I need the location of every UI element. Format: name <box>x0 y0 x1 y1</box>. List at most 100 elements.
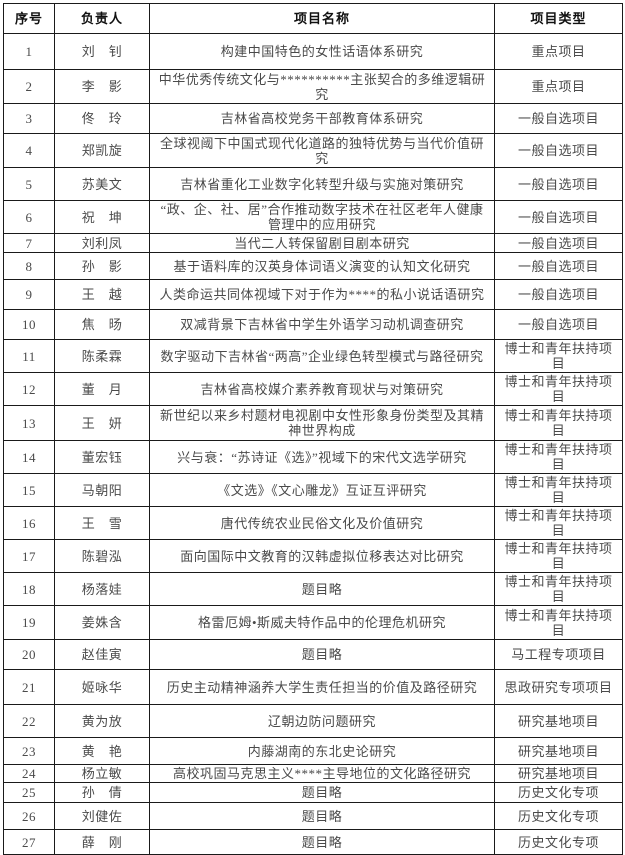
project-title-cell: 题目略 <box>149 782 495 803</box>
leader-cell: 孙 影 <box>54 252 150 280</box>
table-row: 5 苏美文 吉林省重化工业数字化转型升级与实施对策研究 一般自选项目 <box>3 167 623 201</box>
project-title-cell: 格雷厄姆•斯威夫特作品中的伦理危机研究 <box>149 605 495 640</box>
row-number-cell: 12 <box>3 372 55 406</box>
row-number-cell: 22 <box>3 704 55 738</box>
project-title-cell: 新世纪以来乡村题材电视剧中女性形象身份类型及其精神世界构成 <box>149 405 495 441</box>
project-type-cell: 马工程专项项目 <box>494 639 623 670</box>
project-type-cell: 博士和青年扶持项目 <box>494 473 623 507</box>
row-number-cell: 10 <box>3 309 55 340</box>
table-row: 10 焦 旸双减背景下吉林省中学生外语学习动机调查研究 一般自选项目 <box>3 309 623 340</box>
leader-cell: 杨落娃 <box>54 572 150 606</box>
project-title-cell: “政、企、社、居”合作推动数字技术在社区老年人健康管理中的应用研究 <box>149 200 495 234</box>
column-header-project-type: 项目类型 <box>494 3 623 34</box>
row-number-cell: 15 <box>3 473 55 507</box>
project-title-cell: 面向国际中文教育的汉韩虚拟位移表达对比研究 <box>149 539 495 573</box>
project-title-cell: 当代二人转保留剧目剧本研究 <box>149 233 495 253</box>
leader-cell: 赵佳寅 <box>54 639 150 670</box>
leader-cell: 祝 坤 <box>54 200 150 234</box>
project-title-cell: 唐代传统农业民俗文化及价值研究 <box>149 506 495 540</box>
project-type-cell: 博士和青年扶持项目 <box>494 539 623 573</box>
row-number-cell: 25 <box>3 782 55 803</box>
project-type-cell: 历史文化专项 <box>494 829 623 855</box>
table-row: 13 王 妍新世纪以来乡村题材电视剧中女性形象身份类型及其精神世界构成 博士和青年扶… <box>3 405 623 441</box>
leader-cell: 王 妍 <box>54 405 150 441</box>
project-title-cell: 历史主动精神涵养大学生责任担当的价值及路径研究 <box>149 669 495 705</box>
project-title-cell: 内藤湖南的东北史论研究 <box>149 737 495 765</box>
table-row: 21 姬咏华 历史主动精神涵养大学生责任担当的价值及路径研究 思政研究专项项目 <box>3 669 623 705</box>
row-number-cell: 11 <box>3 339 55 373</box>
project-type-cell: 研究基地项目 <box>494 704 623 738</box>
project-type-cell: 历史文化专项 <box>494 782 623 803</box>
leader-cell: 佟 玲 <box>54 103 150 134</box>
project-type-cell: 一般自选项目 <box>494 309 623 340</box>
leader-cell: 薛 刚 <box>54 829 150 855</box>
leader-cell: 刘利凤 <box>54 233 150 253</box>
leader-cell: 董宏钰 <box>54 440 150 474</box>
table-row: 18 杨落娃 题目略 博士和青年扶持项目 <box>3 572 623 606</box>
project-title-cell: 题目略 <box>149 639 495 670</box>
table-header-row: 序号 负责人 项目名称 项目类型 <box>3 3 623 34</box>
table-row: 26 刘健佐 题目略 历史文化专项 <box>3 802 623 830</box>
table-row: 27 薛 刚题目略 历史文化专项 <box>3 829 623 855</box>
row-number-cell: 5 <box>3 167 55 201</box>
row-number-cell: 8 <box>3 252 55 280</box>
leader-cell: 刘 钊 <box>54 33 150 70</box>
leader-cell: 杨立敏 <box>54 764 150 783</box>
project-type-cell: 重点项目 <box>494 69 623 104</box>
table-row: 12 董 月吉林省高校媒介素养教育现状与对策研究 博士和青年扶持项目 <box>3 372 623 406</box>
project-type-cell: 博士和青年扶持项目 <box>494 605 623 640</box>
project-type-cell: 一般自选项目 <box>494 233 623 253</box>
column-header-number: 序号 <box>3 3 55 34</box>
project-title-cell: 人类命运共同体视域下对于作为****的私小说话语研究 <box>149 279 495 310</box>
leader-cell: 马朝阳 <box>54 473 150 507</box>
table-row: 24 杨立敏 高校巩固马克思主义****主导地位的文化路径研究 研究基地项目 <box>3 764 623 783</box>
project-title-cell: 全球视阈下中国式现代化道路的独特优势与当代价值研究 <box>149 133 495 168</box>
leader-cell: 姬咏华 <box>54 669 150 705</box>
project-title-cell: 辽朝边防问题研究 <box>149 704 495 738</box>
table-row: 11 陈柔霖 数字驱动下吉林省“两高”企业绿色转型模式与路径研究 博士和青年扶持项目 <box>3 339 623 373</box>
row-number-cell: 26 <box>3 802 55 830</box>
project-type-cell: 思政研究专项项目 <box>494 669 623 705</box>
project-type-cell: 博士和青年扶持项目 <box>494 506 623 540</box>
table-row: 15 马朝阳 《文选》《文心雕龙》互证互评研究 博士和青年扶持项目 <box>3 473 623 507</box>
project-type-cell: 一般自选项目 <box>494 252 623 280</box>
row-number-cell: 21 <box>3 669 55 705</box>
row-number-cell: 3 <box>3 103 55 134</box>
row-number-cell: 9 <box>3 279 55 310</box>
leader-cell: 李 影 <box>54 69 150 104</box>
project-title-cell: 兴与衰：“苏诗证《选》”视域下的宋代文选学研究 <box>149 440 495 474</box>
project-title-cell: 高校巩固马克思主义****主导地位的文化路径研究 <box>149 764 495 783</box>
project-type-cell: 一般自选项目 <box>494 200 623 234</box>
project-title-cell: 吉林省高校党务干部教育体系研究 <box>149 103 495 134</box>
project-type-cell: 研究基地项目 <box>494 764 623 783</box>
project-type-cell: 一般自选项目 <box>494 167 623 201</box>
project-title-cell: 题目略 <box>149 802 495 830</box>
project-type-cell: 博士和青年扶持项目 <box>494 372 623 406</box>
column-header-leader: 负责人 <box>54 3 150 34</box>
row-number-cell: 18 <box>3 572 55 606</box>
project-title-cell: 吉林省重化工业数字化转型升级与实施对策研究 <box>149 167 495 201</box>
table-row: 17 陈碧泓 面向国际中文教育的汉韩虚拟位移表达对比研究 博士和青年扶持项目 <box>3 539 623 573</box>
table-row: 20 赵佳寅 题目略 马工程专项项目 <box>3 639 623 670</box>
row-number-cell: 7 <box>3 233 55 253</box>
project-type-cell: 重点项目 <box>494 33 623 70</box>
leader-cell: 焦 旸 <box>54 309 150 340</box>
table-row: 7 刘利凤 当代二人转保留剧目剧本研究 一般自选项目 <box>3 233 623 253</box>
row-number-cell: 17 <box>3 539 55 573</box>
row-number-cell: 1 <box>3 33 55 70</box>
row-number-cell: 23 <box>3 737 55 765</box>
leader-cell: 董 月 <box>54 372 150 406</box>
row-number-cell: 2 <box>3 69 55 104</box>
row-number-cell: 27 <box>3 829 55 855</box>
row-number-cell: 24 <box>3 764 55 783</box>
leader-cell: 姜姝含 <box>54 605 150 640</box>
table-row: 19 姜姝含 格雷厄姆•斯威夫特作品中的伦理危机研究 博士和青年扶持项目 <box>3 605 623 640</box>
project-title-cell: 题目略 <box>149 829 495 855</box>
table-row: 4 郑凯旋 全球视阈下中国式现代化道路的独特优势与当代价值研究 一般自选项目 <box>3 133 623 168</box>
